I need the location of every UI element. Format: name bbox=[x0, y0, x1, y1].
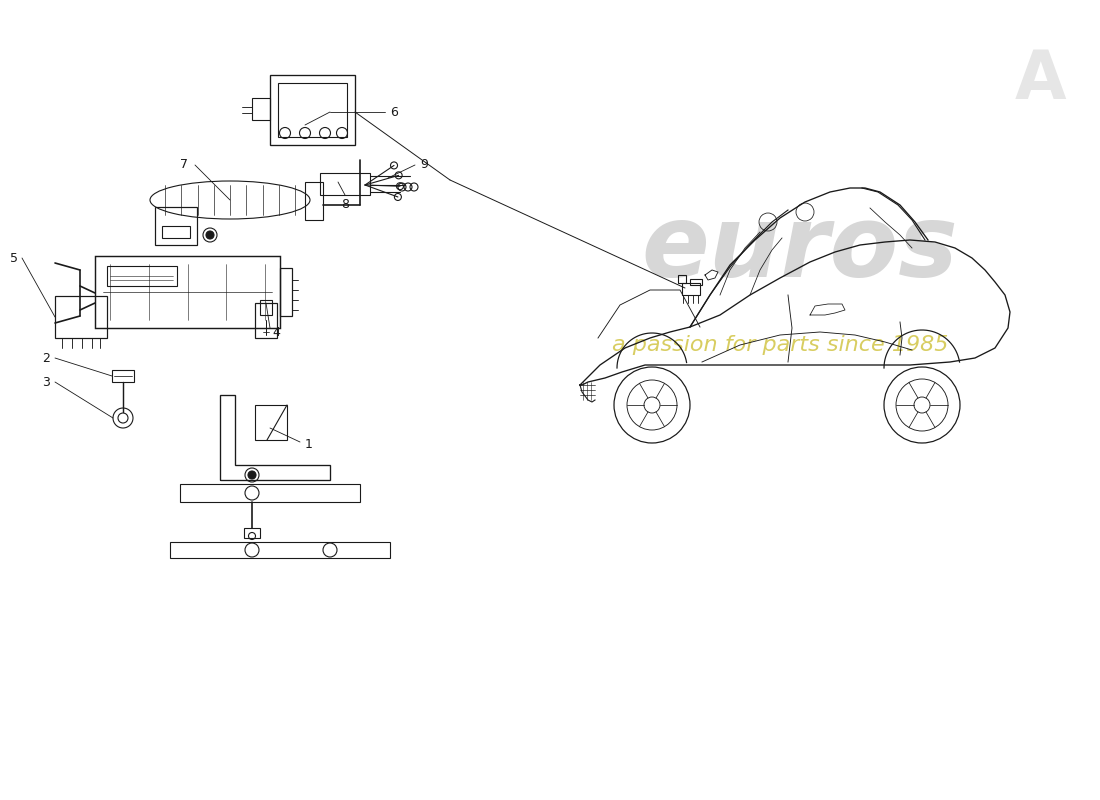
Text: 8: 8 bbox=[341, 198, 349, 211]
Text: 9: 9 bbox=[420, 158, 428, 171]
Bar bbox=[180, 484, 360, 502]
Text: 3: 3 bbox=[42, 375, 50, 389]
Text: A: A bbox=[1014, 47, 1066, 113]
Bar bbox=[55, 296, 107, 338]
Bar bbox=[162, 226, 190, 238]
Bar bbox=[305, 182, 323, 220]
Text: 7: 7 bbox=[180, 158, 188, 171]
Bar bbox=[320, 173, 370, 195]
Bar bbox=[244, 528, 260, 538]
Bar bbox=[682, 283, 700, 295]
Bar bbox=[112, 370, 134, 382]
Bar bbox=[690, 279, 702, 285]
Bar bbox=[95, 256, 280, 328]
Bar bbox=[255, 303, 277, 338]
Bar bbox=[260, 300, 272, 315]
Bar bbox=[270, 75, 355, 145]
Text: 6: 6 bbox=[390, 106, 398, 118]
Bar bbox=[278, 83, 346, 137]
Bar bbox=[678, 275, 686, 283]
Text: 5: 5 bbox=[10, 251, 18, 265]
Text: 4: 4 bbox=[272, 326, 279, 338]
Bar bbox=[255, 405, 287, 440]
Circle shape bbox=[206, 231, 214, 239]
Text: 2: 2 bbox=[42, 351, 50, 365]
Text: a passion for parts since 1985: a passion for parts since 1985 bbox=[612, 335, 948, 355]
Bar bbox=[280, 268, 292, 316]
Bar bbox=[155, 207, 197, 245]
Bar bbox=[170, 542, 390, 558]
Text: euros: euros bbox=[641, 202, 958, 298]
Text: 1: 1 bbox=[305, 438, 312, 451]
Bar bbox=[107, 266, 177, 286]
Bar bbox=[252, 98, 270, 120]
Circle shape bbox=[248, 471, 256, 479]
